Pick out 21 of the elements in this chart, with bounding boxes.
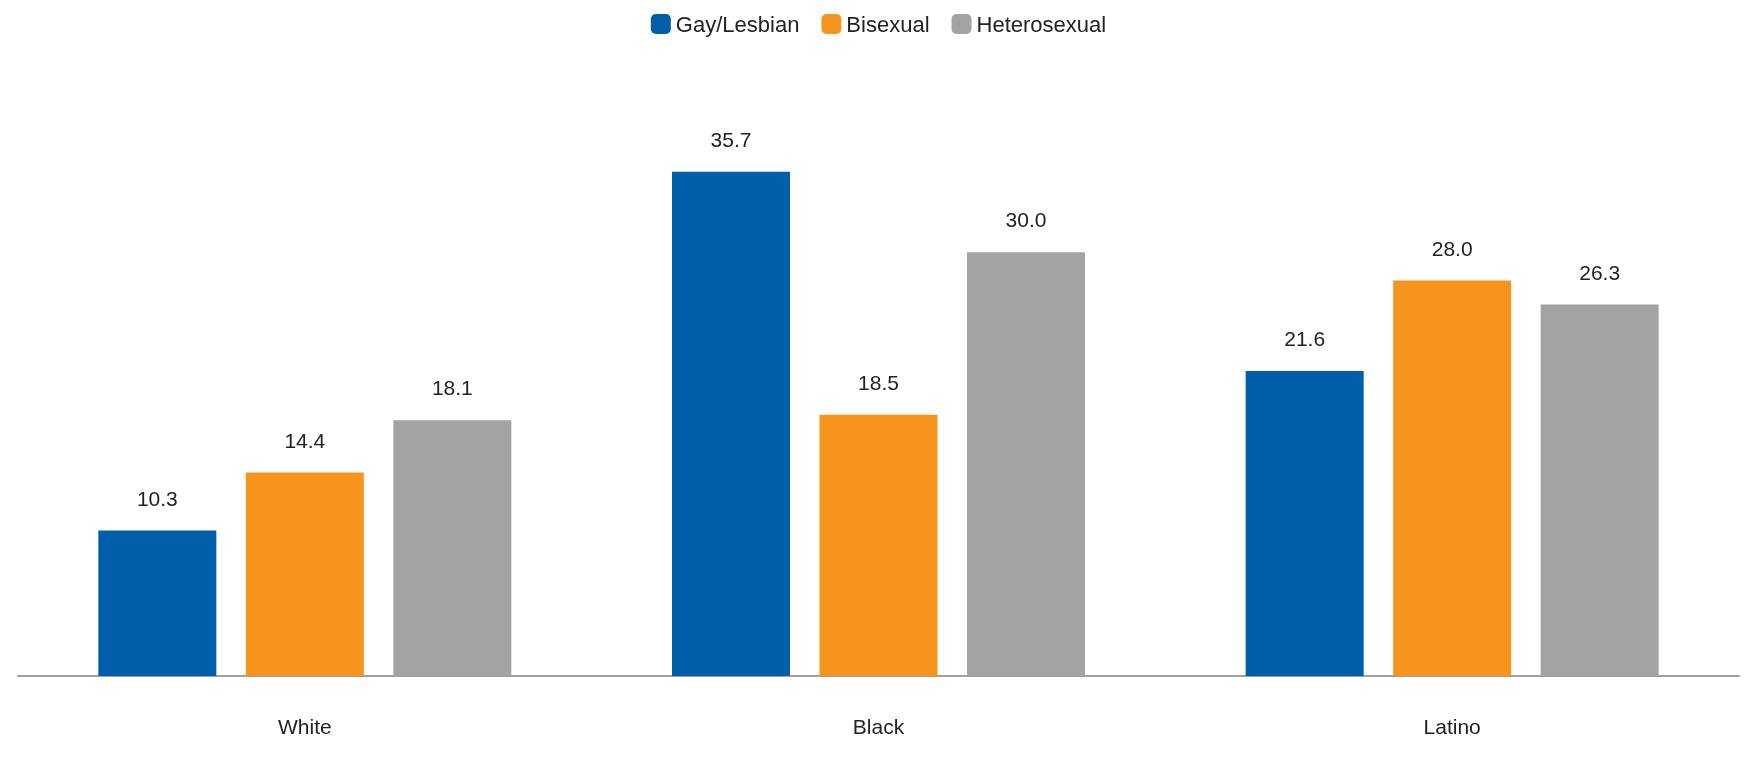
data-label: 10.3: [136, 486, 178, 510]
bar: [245, 472, 364, 676]
data-label: 18.5: [858, 370, 899, 394]
bar: [672, 171, 790, 676]
data-label: 26.3: [1579, 260, 1621, 284]
x-tick-label: Latino: [1423, 715, 1481, 738]
legend-label: Heterosexual: [976, 11, 1107, 37]
data-label: 18.1: [431, 376, 473, 400]
x-tick-label: White: [277, 715, 332, 738]
bar: [1245, 370, 1364, 676]
x-tick-label: Black: [852, 715, 905, 738]
legend-label: Gay/Lesbian: [675, 11, 800, 37]
bar: [98, 530, 217, 676]
data-label: 28.0: [1431, 236, 1473, 260]
data-label: 30.0: [1005, 208, 1047, 232]
bar: [1393, 280, 1512, 676]
data-label: 21.6: [1284, 326, 1326, 350]
data-label: 35.7: [710, 127, 752, 151]
bar: [819, 414, 938, 676]
data-label: 14.4: [284, 428, 326, 452]
legend-label: Bisexual: [846, 11, 930, 37]
